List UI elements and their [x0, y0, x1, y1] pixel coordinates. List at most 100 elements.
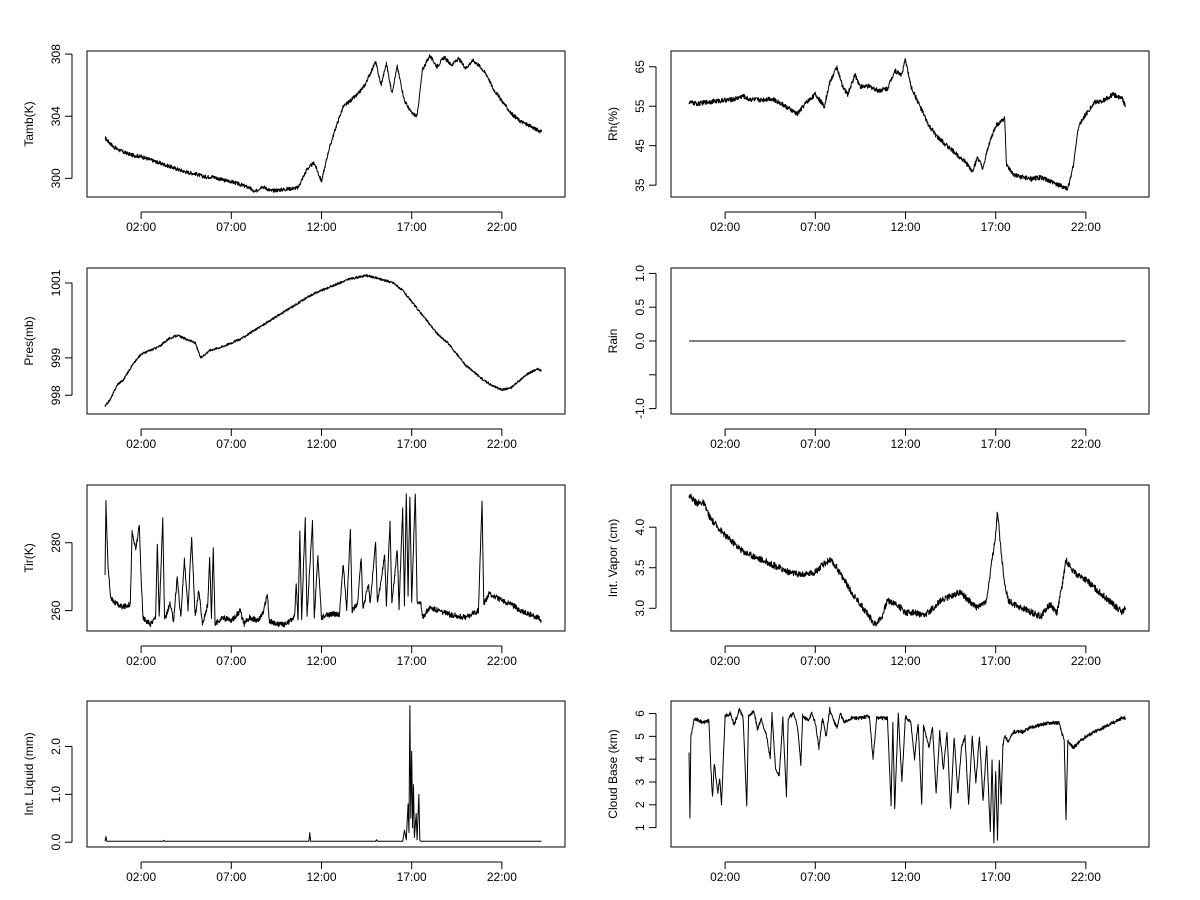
y-tick-label: 308	[49, 44, 63, 64]
y-axis-label: Int. Liquid (mm)	[22, 732, 36, 815]
panel-tamb: 300 304 308 Tamb(K) 02:00 07:00 12:00 17:00 22:0…	[22, 44, 566, 234]
y-tick-label: 998	[49, 385, 63, 405]
x-tick-label: 12:00	[306, 654, 336, 668]
plot-frame-rh	[670, 50, 1150, 198]
panel-pres: 998 999 1001 Pres(mb) 02:00 07:00 12:00 17:00 22…	[22, 267, 566, 451]
x-tick-label: 17:00	[397, 654, 427, 668]
x-tick-label: 07:00	[800, 654, 830, 668]
y-tick-label: -1.0	[633, 398, 647, 419]
y-axis-vapor: 3.0 3.5 4.0	[633, 519, 657, 617]
y-tick-label: 3.0	[633, 600, 647, 617]
y-axis-label: Pres(mb)	[22, 316, 36, 365]
y-tick-label: 35	[633, 178, 647, 192]
x-axis-tamb: 02:00 07:00 12:00 17:00 22:00	[126, 211, 517, 234]
x-axis-cloudbase: 02:00 07:00 12:00 17:00 22:00	[710, 861, 1101, 884]
x-tick-label: 17:00	[397, 437, 427, 451]
x-tick-label: 02:00	[710, 870, 740, 884]
y-axis-tamb: 300 304 308	[49, 44, 73, 188]
x-tick-label: 02:00	[710, 654, 740, 668]
plot-frame-rain	[670, 267, 1150, 415]
plot-frame-cloudbase	[670, 700, 1150, 848]
y-tick-label: 1001	[49, 269, 63, 296]
x-tick-label: 12:00	[890, 220, 920, 234]
series-line-tamb	[104, 54, 543, 194]
y-axis-rh: 35 45 55 65	[633, 60, 657, 192]
y-tick-label: 999	[49, 348, 63, 368]
x-tick-label: 07:00	[800, 437, 830, 451]
x-tick-label: 12:00	[306, 870, 336, 884]
series-line-cloudbase	[688, 706, 1127, 844]
x-tick-label: 12:00	[890, 654, 920, 668]
panel-rain: -1.0 0.0 0.5 1.0 Rain 02:00 07:00 12:00 17:00 22:…	[606, 265, 1150, 451]
panel-liquid: 0.0 1.0 2.0 Int. Liquid (mm) 02:00 07:00 12:00…	[22, 700, 566, 884]
y-axis-label: Int. Vapor (cm)	[606, 519, 620, 597]
panels: 300 304 308 Tamb(K) 02:00 07:00 12:00 17:00 22:0…	[22, 44, 1150, 884]
y-tick-label: 280	[49, 532, 63, 552]
y-tick-label: 2	[633, 801, 647, 808]
x-tick-label: 17:00	[981, 870, 1011, 884]
y-axis-label: Cloud Base (km)	[606, 729, 620, 818]
y-tick-label: 2.0	[49, 738, 63, 755]
y-axis-liquid: 0.0 1.0 2.0	[49, 738, 73, 851]
y-tick-label: 1.0	[49, 786, 63, 803]
x-axis-liquid: 02:00 07:00 12:00 17:00 22:00	[126, 861, 517, 884]
series-line-rh	[688, 57, 1126, 191]
x-tick-label: 22:00	[1071, 437, 1101, 451]
x-tick-label: 07:00	[800, 870, 830, 884]
y-axis-rain: -1.0 0.0 0.5 1.0	[633, 265, 657, 419]
y-tick-label: 1	[633, 824, 647, 831]
y-tick-label: 304	[49, 106, 63, 126]
x-axis-tir: 02:00 07:00 12:00 17:00 22:00	[126, 645, 517, 668]
x-tick-label: 17:00	[397, 870, 427, 884]
x-tick-label: 07:00	[216, 220, 246, 234]
x-tick-label: 07:00	[216, 654, 246, 668]
x-tick-label: 02:00	[710, 437, 740, 451]
series-line-tir	[104, 493, 542, 628]
x-tick-label: 22:00	[1071, 220, 1101, 234]
y-tick-label: 0.0	[49, 834, 63, 851]
x-tick-label: 22:00	[487, 437, 517, 451]
y-tick-label: 6	[633, 710, 647, 717]
x-tick-label: 02:00	[710, 220, 740, 234]
y-axis-tir: 260 280	[49, 532, 73, 621]
x-tick-label: 17:00	[397, 220, 427, 234]
y-tick-label: 0.0	[633, 332, 647, 349]
panel-cloudbase: 1 2 3 4 5 6 Cloud Base (km) 02:00 07:00 12:00 17:0…	[606, 700, 1150, 884]
x-tick-label: 07:00	[216, 870, 246, 884]
x-tick-label: 02:00	[126, 870, 156, 884]
panel-vapor: 3.0 3.5 4.0 Int. Vapor (cm) 02:00 07:00 12:00 1…	[606, 484, 1150, 668]
x-tick-label: 07:00	[216, 437, 246, 451]
series-line-pres	[104, 274, 542, 407]
y-tick-label: 55	[633, 99, 647, 113]
y-axis-label: Tir(K)	[22, 543, 36, 573]
plot-frame-tamb	[86, 50, 566, 198]
x-tick-label: 12:00	[306, 437, 336, 451]
x-tick-label: 12:00	[890, 870, 920, 884]
x-tick-label: 22:00	[487, 220, 517, 234]
y-tick-label: 3.5	[633, 559, 647, 576]
y-axis-pres: 998 999 1001	[49, 269, 73, 405]
y-tick-label: 260	[49, 600, 63, 620]
y-tick-label: 4.0	[633, 519, 647, 536]
series-line-vapor	[688, 493, 1127, 627]
series-line-liquid	[104, 705, 542, 842]
x-tick-label: 17:00	[981, 654, 1011, 668]
x-axis-vapor: 02:00 07:00 12:00 17:00 22:00	[710, 645, 1101, 668]
x-tick-label: 22:00	[1071, 654, 1101, 668]
x-tick-label: 12:00	[890, 437, 920, 451]
panel-rh: 35 45 55 65 Rh(%) 02:00 07:00 12:00 17:00 22:00	[606, 50, 1150, 234]
y-tick-label: 4	[633, 756, 647, 763]
x-tick-label: 22:00	[487, 870, 517, 884]
x-tick-label: 12:00	[306, 220, 336, 234]
y-tick-label: 5	[633, 733, 647, 740]
plot-frame-vapor	[670, 484, 1150, 632]
y-tick-label: 65	[633, 60, 647, 74]
y-tick-label: 300	[49, 168, 63, 188]
y-tick-label: 0.5	[633, 299, 647, 316]
y-tick-label: 1.0	[633, 265, 647, 282]
x-tick-label: 07:00	[800, 220, 830, 234]
x-tick-label: 22:00	[1071, 870, 1101, 884]
x-tick-label: 17:00	[981, 220, 1011, 234]
y-axis-label: Rain	[606, 329, 620, 354]
